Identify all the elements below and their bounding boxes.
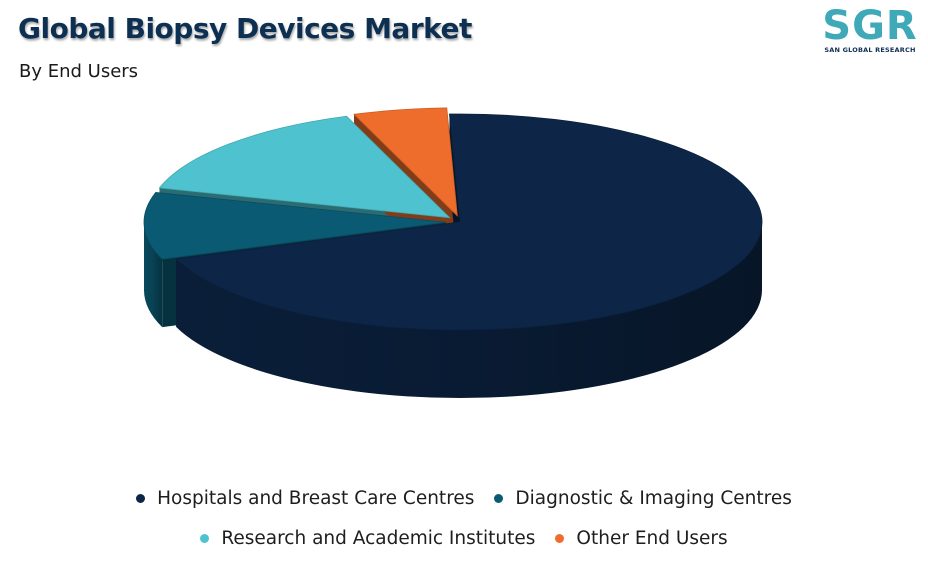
logo-mark: SGR — [822, 3, 918, 49]
legend-row-2: Research and Academic Institutes Other E… — [0, 518, 928, 558]
legend-row-1: Hospitals and Breast Care Centres Diagno… — [0, 478, 928, 518]
logo-name: SAN GLOBAL RESEARCH — [824, 46, 916, 54]
legend-label: Diagnostic & Imaging Centres — [515, 487, 792, 509]
legend-dot — [555, 533, 565, 543]
pie-slice-other — [353, 107, 458, 217]
pie-chart — [143, 107, 763, 398]
chart-title: Global Biopsy Devices Market — [18, 12, 472, 45]
pie-slice-edge — [144, 222, 163, 328]
chart-legend: Hospitals and Breast Care Centres Diagno… — [0, 478, 928, 558]
sgr-logo: SGR SAN GLOBAL RESEARCH — [818, 6, 922, 58]
legend-item-diagnostic: Diagnostic & Imaging Centres — [494, 487, 792, 509]
legend-dot — [136, 493, 146, 503]
legend-label: Hospitals and Breast Care Centres — [157, 487, 475, 509]
chart-subtitle: By End Users — [19, 61, 139, 82]
pie-tops — [143, 107, 763, 331]
legend-item-hospitals: Hospitals and Breast Care Centres — [136, 488, 474, 509]
legend-label: Other End Users — [576, 527, 728, 549]
pie-slice-diagnostic — [143, 192, 447, 260]
pie-slice-hospitals — [175, 113, 763, 331]
pie-slice-edge — [176, 222, 762, 398]
legend-item-other: Other End Users — [555, 527, 728, 549]
legend-label: Research and Academic Institutes — [221, 527, 536, 549]
legend-item-research: Research and Academic Institutes — [200, 528, 535, 549]
legend-dot — [494, 493, 504, 503]
legend-dot — [200, 533, 210, 543]
pie-slice-research — [158, 115, 451, 219]
